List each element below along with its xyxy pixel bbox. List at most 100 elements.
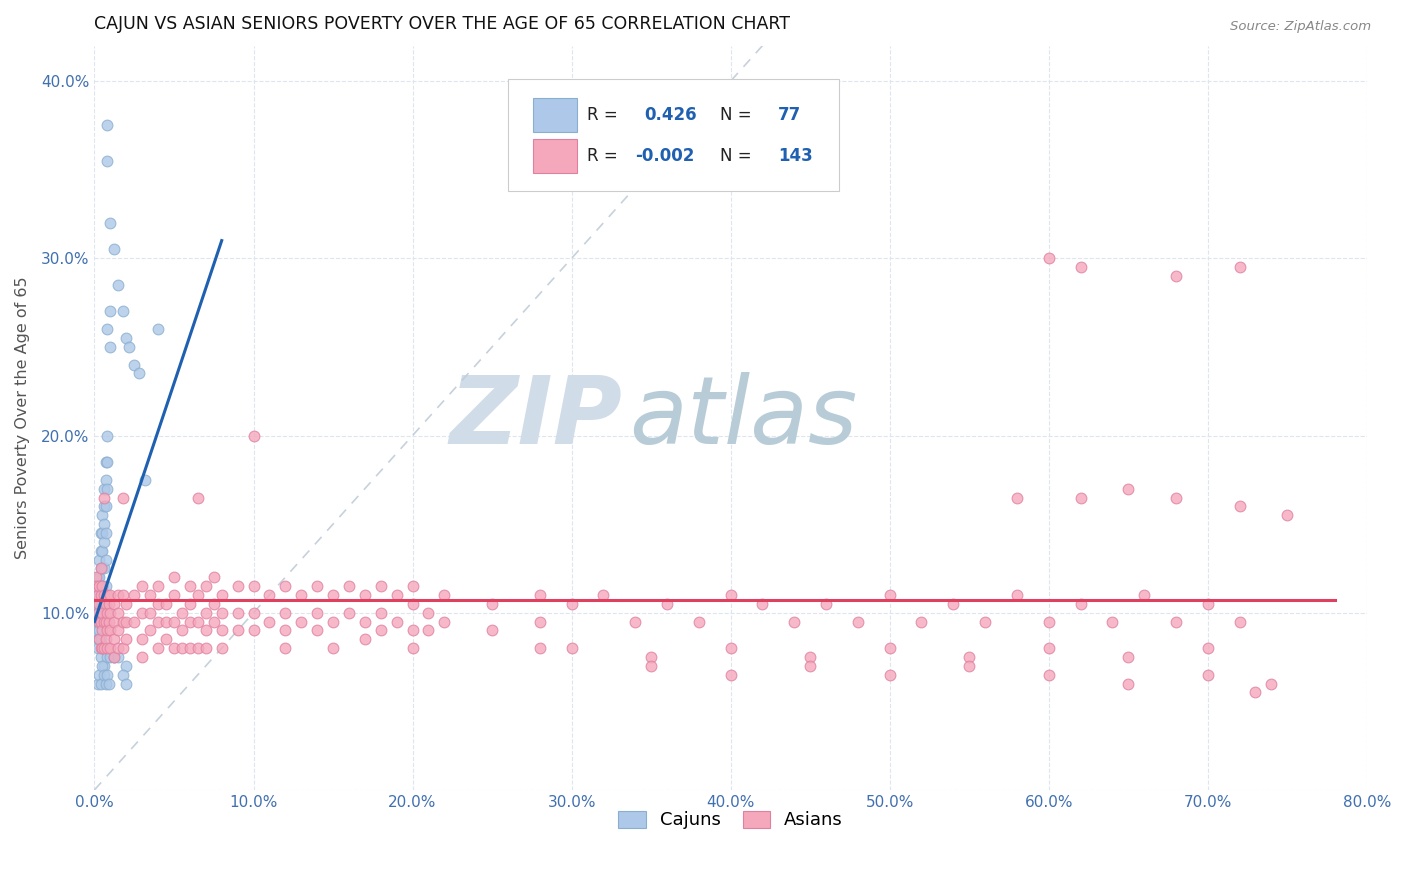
Point xyxy=(86,588,108,602)
Point xyxy=(307,579,329,593)
Point xyxy=(720,588,742,602)
Point xyxy=(353,588,375,602)
Point xyxy=(93,534,115,549)
Point xyxy=(211,641,233,656)
Point xyxy=(96,153,118,168)
Point xyxy=(84,615,107,629)
Point xyxy=(799,658,821,673)
Point xyxy=(561,597,583,611)
Point xyxy=(112,667,135,681)
Point xyxy=(91,624,114,638)
Point xyxy=(96,322,118,336)
Point xyxy=(1038,615,1060,629)
Point xyxy=(90,676,112,690)
Point xyxy=(90,615,112,629)
Point xyxy=(93,588,115,602)
Point xyxy=(103,650,125,665)
Point xyxy=(187,588,209,602)
Point xyxy=(957,650,980,665)
Point xyxy=(179,615,201,629)
Point xyxy=(1229,500,1251,514)
Point xyxy=(353,615,375,629)
Point xyxy=(107,277,129,292)
Point xyxy=(433,588,456,602)
Point xyxy=(211,588,233,602)
Point xyxy=(226,579,249,593)
Point xyxy=(97,615,120,629)
Point xyxy=(1197,667,1219,681)
Point xyxy=(170,606,193,620)
Point xyxy=(103,650,125,665)
Point xyxy=(194,624,217,638)
Point xyxy=(97,597,120,611)
Point xyxy=(1038,667,1060,681)
Point xyxy=(337,606,360,620)
Point xyxy=(112,491,135,505)
Point xyxy=(418,624,440,638)
Point xyxy=(226,606,249,620)
Point xyxy=(401,579,423,593)
Point xyxy=(879,667,901,681)
Point xyxy=(90,588,112,602)
Point xyxy=(93,500,115,514)
Point xyxy=(94,500,117,514)
Point xyxy=(134,473,156,487)
Point xyxy=(115,676,138,690)
Point xyxy=(94,526,117,541)
Point xyxy=(94,632,117,647)
Point xyxy=(103,632,125,647)
Point xyxy=(93,641,115,656)
Point xyxy=(84,624,107,638)
Point xyxy=(846,615,869,629)
Point xyxy=(139,588,162,602)
Point xyxy=(93,588,115,602)
Point xyxy=(96,650,118,665)
Point xyxy=(93,517,115,532)
Point xyxy=(91,658,114,673)
Point xyxy=(322,588,344,602)
Point xyxy=(90,632,112,647)
Point xyxy=(89,632,111,647)
Point xyxy=(91,641,114,656)
Point xyxy=(274,579,297,593)
Point xyxy=(1116,482,1139,496)
Point xyxy=(103,597,125,611)
Point xyxy=(146,615,169,629)
Point xyxy=(89,588,111,602)
Point xyxy=(93,658,115,673)
Point xyxy=(799,650,821,665)
Point xyxy=(337,579,360,593)
Point xyxy=(242,606,264,620)
Point xyxy=(259,588,281,602)
Point xyxy=(115,658,138,673)
Point xyxy=(94,615,117,629)
Point xyxy=(89,615,111,629)
Point xyxy=(146,641,169,656)
Point xyxy=(89,579,111,593)
Point xyxy=(112,641,135,656)
Point xyxy=(91,526,114,541)
Point xyxy=(91,579,114,593)
FancyBboxPatch shape xyxy=(533,138,576,173)
Point xyxy=(91,508,114,523)
Point xyxy=(529,588,551,602)
Point xyxy=(202,597,225,611)
Point xyxy=(1229,615,1251,629)
Point xyxy=(561,641,583,656)
Point xyxy=(94,579,117,593)
Point xyxy=(879,641,901,656)
Point xyxy=(89,606,111,620)
Point xyxy=(163,588,186,602)
Point xyxy=(84,597,107,611)
Point xyxy=(93,482,115,496)
Point xyxy=(90,597,112,611)
Point xyxy=(155,632,177,647)
Point xyxy=(370,606,392,620)
Point xyxy=(90,526,112,541)
Point xyxy=(93,667,115,681)
FancyBboxPatch shape xyxy=(533,98,576,132)
Point xyxy=(274,606,297,620)
Point xyxy=(107,606,129,620)
Point xyxy=(879,588,901,602)
Point xyxy=(107,650,129,665)
